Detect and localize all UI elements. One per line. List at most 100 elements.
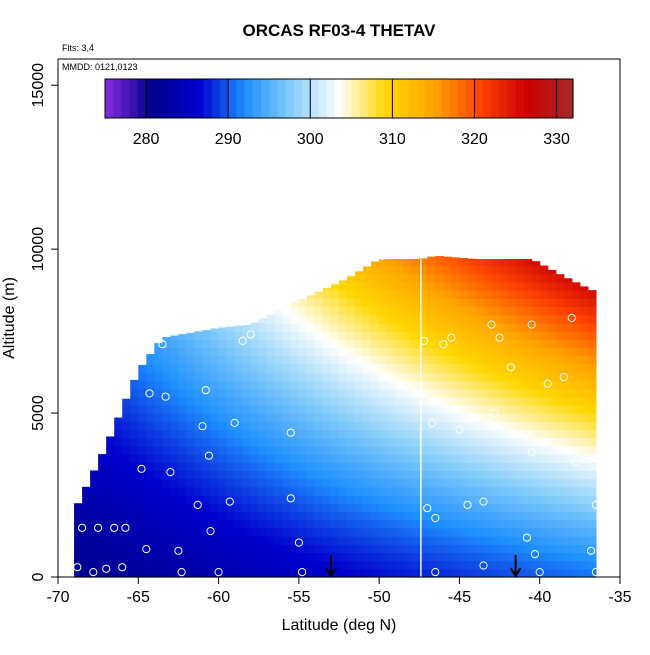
field-cell bbox=[515, 552, 525, 562]
field-cell bbox=[379, 536, 388, 545]
field-cell bbox=[491, 265, 501, 275]
field-cell bbox=[250, 396, 260, 406]
field-cell bbox=[339, 331, 348, 340]
field-cell bbox=[306, 536, 316, 545]
field-cell bbox=[234, 503, 244, 513]
field-cell bbox=[218, 544, 228, 554]
field-cell bbox=[443, 290, 452, 299]
field-cell bbox=[523, 404, 533, 414]
field-cell bbox=[250, 380, 260, 390]
field-cell bbox=[314, 544, 324, 554]
field-cell bbox=[427, 396, 436, 406]
field-cell bbox=[467, 470, 477, 480]
field-cell bbox=[587, 503, 597, 513]
field-cell bbox=[138, 437, 147, 447]
field-cell bbox=[363, 495, 372, 504]
field-cell bbox=[202, 519, 212, 529]
field-cell bbox=[523, 298, 533, 308]
field-cell bbox=[451, 462, 461, 472]
field-cell bbox=[347, 347, 356, 357]
field-cell bbox=[363, 355, 372, 365]
field-cell bbox=[130, 462, 139, 472]
field-cell bbox=[266, 314, 276, 324]
field-cell bbox=[347, 372, 356, 381]
x-tick-label: -35 bbox=[608, 589, 631, 606]
field-cell bbox=[403, 568, 412, 578]
field-cell bbox=[571, 511, 581, 521]
field-cell bbox=[411, 380, 420, 390]
field-cell bbox=[523, 519, 533, 529]
field-cell bbox=[282, 527, 292, 537]
field-cell bbox=[467, 536, 477, 545]
field-cell bbox=[523, 568, 533, 578]
field-cell bbox=[355, 429, 364, 439]
field-cell bbox=[379, 388, 388, 398]
field-cell bbox=[322, 470, 332, 480]
field-cell bbox=[483, 544, 493, 554]
field-cell bbox=[483, 478, 493, 488]
field-cell bbox=[587, 462, 597, 472]
field-cell bbox=[475, 322, 485, 332]
field-cell bbox=[234, 331, 244, 340]
field-cell bbox=[355, 339, 364, 349]
field-cell bbox=[314, 429, 324, 439]
field-cell bbox=[395, 372, 404, 381]
field-cell bbox=[403, 413, 412, 422]
field-cell bbox=[138, 486, 147, 496]
field-cell bbox=[194, 552, 204, 562]
field-cell bbox=[491, 347, 501, 357]
field-cell bbox=[282, 306, 292, 308]
field-cell bbox=[347, 314, 356, 324]
annotation-flights: Flts: 3,4 bbox=[62, 43, 94, 53]
field-cell bbox=[587, 396, 597, 406]
field-cell bbox=[427, 372, 436, 381]
field-cell bbox=[443, 478, 452, 488]
field-cell bbox=[339, 306, 348, 316]
field-cell bbox=[186, 421, 196, 431]
field-cell bbox=[387, 478, 396, 488]
field-cell bbox=[226, 478, 236, 488]
field-cell bbox=[523, 536, 533, 545]
field-cell bbox=[266, 331, 276, 340]
field-cell bbox=[290, 527, 300, 537]
field-cell bbox=[371, 421, 380, 431]
field-cell bbox=[387, 445, 396, 455]
field-cell bbox=[74, 536, 83, 545]
field-cell bbox=[395, 511, 404, 521]
field-cell bbox=[563, 544, 573, 554]
field-cell bbox=[170, 544, 180, 554]
field-cell bbox=[170, 519, 180, 529]
field-cell bbox=[258, 511, 268, 521]
field-cell bbox=[162, 437, 171, 447]
field-cell bbox=[226, 421, 236, 431]
field-cell bbox=[451, 511, 461, 521]
field-cell bbox=[347, 331, 356, 340]
field-cell bbox=[467, 560, 477, 570]
field-cell bbox=[531, 527, 541, 537]
field-cell bbox=[563, 355, 573, 365]
colorbar-cell bbox=[441, 79, 451, 118]
field-cell bbox=[363, 306, 372, 316]
observation-point bbox=[495, 333, 504, 342]
field-cell bbox=[298, 445, 308, 455]
field-cell bbox=[523, 437, 533, 447]
field-cell bbox=[306, 363, 316, 373]
field-cell bbox=[234, 527, 244, 537]
field-cell bbox=[475, 363, 485, 373]
field-cell bbox=[571, 298, 581, 308]
field-cell bbox=[282, 347, 292, 357]
field-cell bbox=[587, 454, 597, 463]
field-cell bbox=[186, 462, 196, 472]
field-cell bbox=[483, 470, 493, 480]
field-cell bbox=[427, 322, 436, 332]
field-cell bbox=[330, 445, 340, 455]
field-cell bbox=[250, 388, 260, 398]
field-cell bbox=[571, 306, 581, 316]
field-cell bbox=[443, 568, 452, 578]
field-cell bbox=[467, 503, 477, 513]
field-cell bbox=[130, 396, 139, 406]
field-cell bbox=[491, 339, 501, 349]
field-cell bbox=[339, 536, 348, 545]
